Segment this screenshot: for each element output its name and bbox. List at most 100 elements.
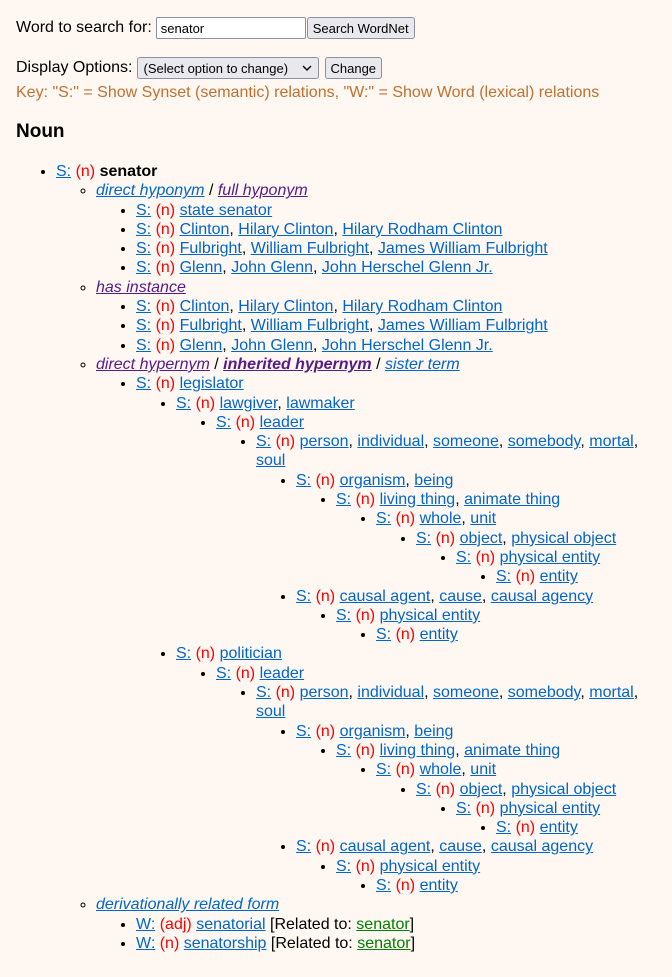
- relation-link-inherited-hypernym[interactable]: inherited hypernym: [223, 355, 372, 373]
- word-link[interactable]: William Fulbright: [250, 240, 369, 258]
- synset-relations-link[interactable]: S:: [136, 317, 152, 335]
- synset-relations-link[interactable]: S:: [176, 645, 192, 663]
- synset-relations-link[interactable]: S:: [336, 606, 352, 624]
- synset-relations-link[interactable]: S:: [456, 799, 472, 817]
- word-link[interactable]: animate thing: [464, 491, 561, 509]
- word-link[interactable]: senatorship: [183, 934, 267, 952]
- word-link[interactable]: causal agency: [490, 587, 594, 605]
- word-link[interactable]: somebody: [507, 433, 581, 451]
- synset-relations-link[interactable]: S:: [136, 240, 152, 258]
- word-link[interactable]: object: [459, 529, 503, 547]
- synset-relations-link[interactable]: S:: [456, 548, 472, 566]
- synset-relations-link[interactable]: S:: [296, 587, 312, 605]
- display-options-select[interactable]: (Select option to change): [136, 57, 319, 79]
- word-link[interactable]: legislator: [179, 375, 244, 393]
- word-link[interactable]: John Glenn: [231, 259, 314, 277]
- synset-relations-link[interactable]: S:: [136, 201, 152, 219]
- word-link[interactable]: leader: [259, 664, 305, 682]
- word-link[interactable]: causal agent: [339, 838, 431, 856]
- related-word-link[interactable]: senator: [356, 915, 410, 933]
- word-link[interactable]: Clinton: [179, 298, 230, 316]
- word-link[interactable]: whole: [419, 510, 462, 528]
- word-link[interactable]: causal agency: [490, 838, 594, 856]
- word-link[interactable]: person: [299, 433, 349, 451]
- word-link[interactable]: mortal: [589, 433, 634, 451]
- word-link[interactable]: entity: [419, 626, 458, 644]
- word-link[interactable]: Hilary Rodham Clinton: [342, 220, 503, 238]
- word-link[interactable]: mortal: [589, 684, 634, 702]
- word-link[interactable]: physical entity: [379, 606, 481, 624]
- word-link[interactable]: state senator: [179, 201, 273, 219]
- word-link[interactable]: cause: [439, 587, 482, 605]
- synset-relations-link[interactable]: S:: [336, 491, 352, 509]
- word-link[interactable]: Fulbright: [179, 240, 242, 258]
- word-link[interactable]: entity: [539, 819, 578, 837]
- word-link[interactable]: Hilary Clinton: [238, 298, 334, 316]
- word-link[interactable]: someone: [433, 684, 499, 702]
- word-link[interactable]: physical entity: [499, 548, 601, 566]
- word-link[interactable]: Glenn: [179, 336, 223, 354]
- synset-relations-link[interactable]: S:: [256, 684, 272, 702]
- word-link[interactable]: Fulbright: [179, 317, 242, 335]
- synset-relations-link[interactable]: S:: [136, 259, 152, 277]
- change-button[interactable]: Change: [324, 57, 383, 79]
- synset-relations-link[interactable]: S:: [496, 568, 512, 586]
- word-link[interactable]: John Herschel Glenn Jr.: [321, 336, 493, 354]
- word-relations-link[interactable]: W:: [136, 934, 156, 952]
- word-link[interactable]: unit: [470, 510, 497, 528]
- related-word-link[interactable]: senator: [357, 934, 411, 952]
- word-link[interactable]: someone: [433, 433, 499, 451]
- word-link[interactable]: object: [459, 780, 503, 798]
- relation-link-sister-term[interactable]: sister term: [385, 355, 460, 373]
- synset-relations-link[interactable]: S:: [416, 780, 432, 798]
- word-link[interactable]: person: [299, 684, 349, 702]
- relation-link-has-instance[interactable]: has instance: [96, 278, 186, 296]
- word-link[interactable]: individual: [357, 433, 425, 451]
- word-link[interactable]: Hilary Rodham Clinton: [342, 298, 503, 316]
- synset-relations-link[interactable]: S:: [136, 298, 152, 316]
- synset-relations-link[interactable]: S:: [176, 394, 192, 412]
- word-link[interactable]: William Fulbright: [250, 317, 369, 335]
- synset-relations-link[interactable]: S:: [136, 336, 152, 354]
- word-link[interactable]: leader: [259, 413, 305, 431]
- word-link[interactable]: entity: [419, 876, 458, 894]
- synset-relations-link[interactable]: S:: [336, 857, 352, 875]
- word-link[interactable]: James William Fulbright: [377, 240, 548, 258]
- word-link[interactable]: Hilary Clinton: [238, 220, 334, 238]
- synset-relations-link[interactable]: S:: [376, 876, 392, 894]
- word-link[interactable]: cause: [439, 838, 482, 856]
- word-link[interactable]: individual: [357, 684, 425, 702]
- relation-link-direct-hypernym[interactable]: direct hypernym: [96, 355, 210, 373]
- synset-relations-link[interactable]: S:: [296, 471, 312, 489]
- word-link[interactable]: John Glenn: [231, 336, 314, 354]
- word-link[interactable]: living thing: [379, 491, 456, 509]
- word-link[interactable]: being: [414, 471, 454, 489]
- word-link[interactable]: somebody: [507, 684, 581, 702]
- word-link[interactable]: lawmaker: [286, 394, 355, 412]
- word-link[interactable]: animate thing: [464, 741, 561, 759]
- word-relations-link[interactable]: W:: [136, 915, 156, 933]
- search-input[interactable]: [155, 17, 306, 39]
- word-link[interactable]: organism: [339, 471, 406, 489]
- synset-relations-link[interactable]: S:: [336, 741, 352, 759]
- word-link[interactable]: soul: [256, 452, 286, 470]
- word-link[interactable]: causal agent: [339, 587, 431, 605]
- synset-relations-link[interactable]: S:: [416, 529, 432, 547]
- synset-relations-link[interactable]: S:: [296, 722, 312, 740]
- synset-relations-link[interactable]: S:: [296, 838, 312, 856]
- word-link[interactable]: politician: [219, 645, 282, 663]
- relation-link-derivationally-related-form[interactable]: derivationally related form: [96, 896, 280, 914]
- synset-relations-link[interactable]: S:: [376, 510, 392, 528]
- word-link[interactable]: living thing: [379, 741, 456, 759]
- word-link[interactable]: James William Fulbright: [377, 317, 548, 335]
- word-link[interactable]: being: [414, 722, 454, 740]
- synset-relations-link[interactable]: S:: [376, 761, 392, 779]
- word-link[interactable]: Clinton: [179, 220, 230, 238]
- synset-relations-link[interactable]: S:: [216, 413, 232, 431]
- word-link[interactable]: John Herschel Glenn Jr.: [321, 259, 493, 277]
- word-link[interactable]: physical object: [511, 780, 617, 798]
- word-link[interactable]: soul: [256, 703, 286, 721]
- relation-link-full-hyponym[interactable]: full hyponym: [217, 182, 308, 200]
- synset-relations-link[interactable]: S:: [136, 375, 152, 393]
- word-link[interactable]: physical entity: [379, 857, 481, 875]
